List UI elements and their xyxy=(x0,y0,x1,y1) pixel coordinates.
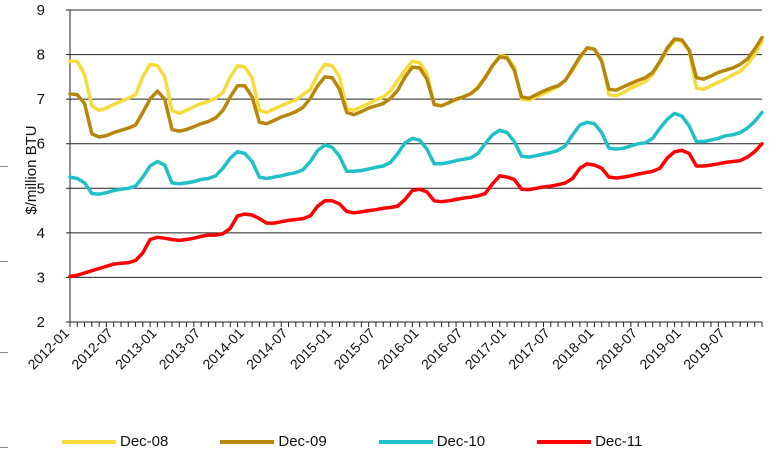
legend-label-dec-08: Dec-08 xyxy=(120,433,169,450)
gridlines xyxy=(70,9,762,278)
edge-tick-mark xyxy=(0,261,8,262)
y-tick-label: 8 xyxy=(37,47,45,64)
x-tick-label: 2016-01 xyxy=(374,325,422,373)
x-tick-label: 2019-07 xyxy=(680,325,728,373)
y-tick-label: 2 xyxy=(37,314,45,331)
legend-label-dec-11: Dec-11 xyxy=(595,433,643,450)
series-lines xyxy=(68,35,764,279)
x-tick-labels: 2012-012012-072013-012013-072014-012014-… xyxy=(24,325,727,373)
legend-swatch-dec-10 xyxy=(378,439,433,444)
legend-swatch-dec-11 xyxy=(537,439,592,444)
x-tick-label: 2014-01 xyxy=(199,325,247,373)
x-tick-label: 2017-01 xyxy=(462,325,510,373)
series-line-dec-11 xyxy=(68,141,764,279)
edge-tick-mark xyxy=(0,352,8,353)
edge-tick-mark xyxy=(0,166,8,167)
legend: Dec-08 Dec-09 Dec-10 Dec-11 xyxy=(62,433,694,450)
y-tick-label: 4 xyxy=(37,225,45,242)
x-tick-label: 2019-01 xyxy=(636,325,684,373)
legend-label-dec-09: Dec-09 xyxy=(278,433,327,450)
legend-item-dec-10: Dec-10 xyxy=(378,433,486,450)
x-tick-label: 2018-01 xyxy=(549,325,597,373)
y-tick-label: 9 xyxy=(37,2,45,19)
x-tick-label: 2013-07 xyxy=(156,325,204,373)
legend-item-dec-11: Dec-11 xyxy=(537,433,642,450)
x-tick-label: 2015-01 xyxy=(287,325,335,373)
y-tick-label: 7 xyxy=(37,91,45,108)
y-tick-label: 5 xyxy=(37,180,45,197)
legend-swatch-dec-09 xyxy=(220,439,275,444)
y-axis-label: $/million BTU xyxy=(23,125,40,214)
edge-tick-mark xyxy=(0,447,8,448)
x-tick-label: 2014-07 xyxy=(243,325,291,373)
x-tick-label: 2018-07 xyxy=(593,325,641,373)
legend-label-dec-10: Dec-10 xyxy=(436,433,486,450)
x-tick-label: 2016-07 xyxy=(418,325,466,373)
series-line-dec-10 xyxy=(68,110,764,196)
y-tick-labels: 2 3 4 5 6 7 8 9 xyxy=(37,2,45,331)
axes xyxy=(66,9,763,327)
x-tick-label: 2012-07 xyxy=(68,325,116,373)
series-line-dec-08 xyxy=(68,38,764,116)
y-tick-label: 3 xyxy=(37,269,45,286)
x-tick-label: 2012-01 xyxy=(24,325,72,373)
legend-swatch-dec-08 xyxy=(62,439,116,444)
x-tick-label: 2017-07 xyxy=(505,325,553,373)
y-tick-label: 6 xyxy=(37,136,45,153)
x-tick-label: 2013-01 xyxy=(112,325,160,373)
legend-item-dec-09: Dec-09 xyxy=(220,433,327,450)
x-tick-label: 2015-07 xyxy=(330,325,378,373)
legend-item-dec-08: Dec-08 xyxy=(62,433,168,450)
series-line-dec-09 xyxy=(68,35,764,139)
